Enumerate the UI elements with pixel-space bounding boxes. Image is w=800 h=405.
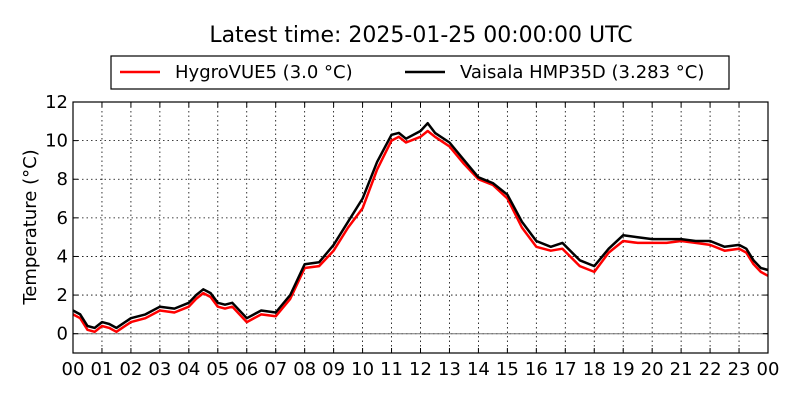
y-tick-label: 12: [45, 92, 68, 113]
x-tick-label: 14: [467, 359, 490, 380]
x-tick-label: 23: [728, 359, 751, 380]
y-tick-label: 0: [57, 324, 68, 345]
x-tick-label: 10: [351, 359, 374, 380]
legend-label-vaisala: Vaisala HMP35D (3.283 °C): [460, 62, 704, 83]
x-tick-label: 03: [148, 359, 171, 380]
x-tick-label: 04: [177, 359, 200, 380]
plot-frame: [72, 101, 769, 354]
y-tick-label: 8: [57, 169, 68, 190]
legend: HygroVUE5 (3.0 °C) Vaisala HMP35D (3.283…: [110, 55, 730, 90]
y-axis-label: Temperature (°C): [20, 149, 41, 305]
x-tick-label: 05: [206, 359, 229, 380]
y-tick-label: 10: [45, 131, 68, 152]
series-line-1: [72, 121, 769, 330]
x-tick-label: 20: [641, 359, 664, 380]
legend-label-hygrovue: HygroVUE5 (3.0 °C): [175, 62, 353, 83]
x-tick-label: 18: [583, 359, 606, 380]
x-tick-label: 22: [699, 359, 722, 380]
chart-title: Latest time: 2025-01-25 00:00:00 UTC: [209, 23, 632, 48]
x-tick-label: 11: [380, 359, 403, 380]
x-tick-label: 13: [438, 359, 461, 380]
grid: [73, 102, 768, 353]
x-tick-label: 08: [293, 359, 316, 380]
y-ticks: 0 2 4 6 8 10 12: [45, 92, 768, 345]
x-tick-label: 01: [91, 359, 114, 380]
x-tick-label: 09: [322, 359, 345, 380]
x-tick-label: 00: [757, 359, 780, 380]
x-tick-label: 15: [496, 359, 519, 380]
x-tick-label: 17: [554, 359, 577, 380]
x-tick-label: 00: [62, 359, 85, 380]
y-tick-label: 2: [57, 285, 68, 306]
x-tick-label: 02: [119, 359, 142, 380]
series-line-0: [72, 129, 769, 334]
x-tick-label: 12: [409, 359, 432, 380]
x-tick-label: 16: [525, 359, 548, 380]
x-tick-label: 21: [670, 359, 693, 380]
y-tick-label: 6: [57, 208, 68, 229]
x-tick-label: 07: [264, 359, 287, 380]
series-group: [72, 121, 769, 334]
x-tick-label: 19: [612, 359, 635, 380]
x-ticks: 00 01 02 03 04 05 06 07 08 09 10 11 12 13 14 15 16 17 18 19…: [62, 102, 780, 380]
y-tick-label: 4: [57, 246, 68, 267]
x-tick-label: 06: [235, 359, 258, 380]
